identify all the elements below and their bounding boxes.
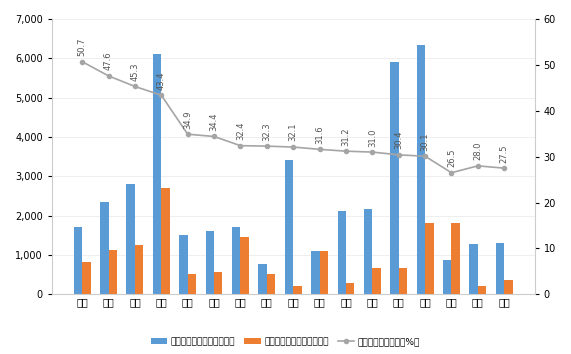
市场交易电量占比（%） [263, 144, 270, 148]
市场交易电量占比（%） [79, 59, 86, 64]
Bar [127, 184, 135, 295]
Bar [478, 286, 486, 295]
Bar [188, 274, 196, 295]
Text: 30.1: 30.1 [421, 132, 429, 151]
Bar [425, 223, 433, 295]
市场交易电量占比（%） [289, 145, 296, 149]
市场交易电量占比（%） [448, 171, 455, 175]
Bar [206, 232, 214, 295]
Text: 50.7: 50.7 [78, 38, 87, 56]
Bar [135, 245, 143, 295]
Bar [258, 264, 267, 295]
市场交易电量占比（%） [475, 164, 481, 168]
Legend: 全社会用电量（亿千瓦时）, 市场交易电量（亿千瓦时）, 市场交易电量占比（%）: 全社会用电量（亿千瓦时）, 市场交易电量（亿千瓦时）, 市场交易电量占比（%） [147, 333, 424, 349]
Bar [390, 62, 399, 295]
市场交易电量占比（%） [211, 135, 218, 139]
市场交易电量占比（%） [343, 149, 349, 153]
Bar [311, 251, 320, 295]
Bar [108, 250, 117, 295]
Text: 43.4: 43.4 [157, 71, 166, 90]
市场交易电量占比（%） [158, 93, 164, 97]
Bar [161, 188, 170, 295]
Bar [179, 235, 188, 295]
Text: 32.3: 32.3 [262, 122, 271, 141]
Bar [496, 243, 504, 295]
市场交易电量占比（%） [184, 132, 191, 136]
Text: 45.3: 45.3 [130, 62, 139, 81]
Bar [504, 280, 513, 295]
Bar [452, 223, 460, 295]
市场交易电量占比（%） [316, 147, 323, 152]
Line: 市场交易电量占比（%）: 市场交易电量占比（%） [80, 59, 506, 175]
Bar [153, 55, 161, 295]
Text: 34.9: 34.9 [183, 110, 192, 129]
Bar [337, 211, 346, 295]
市场交易电量占比（%） [105, 74, 112, 78]
Text: 26.5: 26.5 [447, 149, 456, 167]
Text: 32.1: 32.1 [289, 123, 297, 142]
Text: 28.0: 28.0 [473, 142, 482, 160]
Text: 27.5: 27.5 [500, 144, 509, 162]
Bar [82, 262, 91, 295]
Bar [399, 268, 407, 295]
Bar [267, 274, 275, 295]
Bar [443, 260, 452, 295]
Text: 31.0: 31.0 [368, 128, 377, 147]
Bar [469, 244, 478, 295]
Bar [100, 202, 108, 295]
Bar [240, 237, 249, 295]
市场交易电量占比（%） [395, 153, 402, 157]
Text: 30.4: 30.4 [394, 131, 403, 149]
Bar [285, 160, 293, 295]
市场交易电量占比（%） [369, 150, 376, 154]
Bar [320, 251, 328, 295]
Bar [372, 268, 381, 295]
Bar [74, 228, 82, 295]
Text: 31.2: 31.2 [341, 127, 351, 145]
Bar [364, 209, 372, 295]
市场交易电量占比（%） [421, 154, 428, 158]
市场交易电量占比（%） [131, 84, 138, 88]
Bar [346, 283, 355, 295]
Text: 47.6: 47.6 [104, 52, 113, 70]
Text: 34.4: 34.4 [210, 113, 219, 131]
Text: 32.4: 32.4 [236, 122, 245, 140]
市场交易电量占比（%） [237, 143, 244, 148]
Bar [214, 272, 223, 295]
Bar [293, 286, 301, 295]
Text: 31.6: 31.6 [315, 125, 324, 144]
Bar [232, 227, 240, 295]
Bar [417, 45, 425, 295]
市场交易电量占比（%） [501, 166, 508, 170]
